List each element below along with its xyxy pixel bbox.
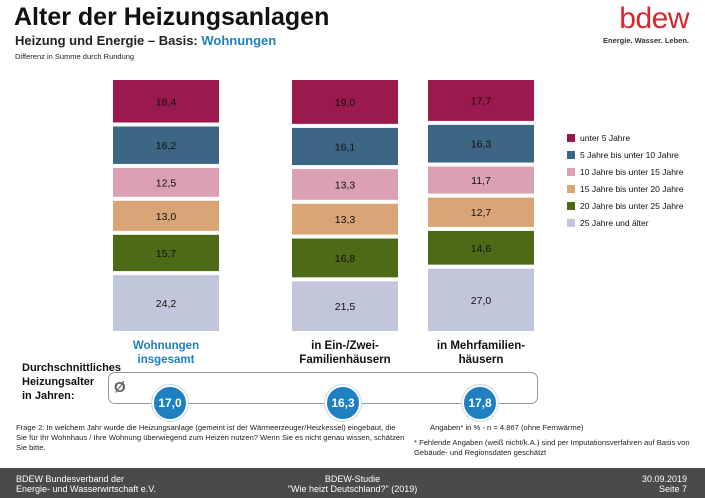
data-label: 27,0 xyxy=(471,295,492,307)
data-label: 19,0 xyxy=(335,97,356,109)
data-label: 15,7 xyxy=(156,248,177,260)
bar-segment xyxy=(292,281,398,331)
footer-org-line-2: Energie- und Wasserwirtschaft e.V. xyxy=(16,484,156,494)
bar-segment xyxy=(292,80,398,124)
category-label: in Ein-/Zwei- xyxy=(311,340,379,352)
bar-segment xyxy=(292,169,398,200)
data-label: 12,5 xyxy=(156,177,177,189)
footer-date-page: 30.09.2019 Seite 7 xyxy=(642,474,687,494)
average-value-badge: 17,8 xyxy=(462,385,498,421)
bar-segment xyxy=(428,124,534,163)
data-label: 21,5 xyxy=(335,301,356,313)
footer-study-line-1: BDEW-Studie xyxy=(324,474,381,484)
sample-basis: Angaben* in % - n = 4.867 (ohne Fernwärm… xyxy=(430,423,584,432)
footer-date: 30.09.2019 xyxy=(641,474,687,484)
footer-org-line-1: BDEW Bundesverband der xyxy=(16,474,125,484)
bar-segment xyxy=(292,127,398,166)
bar-segment xyxy=(113,275,219,331)
category-label: insgesamt xyxy=(138,354,195,366)
bar-segment xyxy=(113,200,219,231)
average-age-label: Durchschnittliches Heizungsalter in Jahr… xyxy=(22,361,121,403)
category-label: in Mehrfamilien- xyxy=(437,340,525,352)
footer-organization: BDEW Bundesverband der Energie- und Wass… xyxy=(16,474,156,494)
legend-label: 20 Jahre bis unter 25 Jahre xyxy=(580,200,684,211)
footer-page-number: Seite 7 xyxy=(658,484,687,494)
bar-segment xyxy=(113,234,219,272)
legend-swatch xyxy=(567,150,575,159)
data-label: 13,3 xyxy=(335,179,356,191)
legend-swatch xyxy=(567,218,575,227)
average-label-line-1: Durchschnittliches xyxy=(22,362,122,374)
legend-label: 5 Jahre bis unter 10 Jahre xyxy=(580,149,679,160)
average-symbol: Ø xyxy=(114,379,126,396)
data-label: 16,8 xyxy=(335,253,356,265)
data-label: 16,1 xyxy=(335,141,356,153)
chart-legend: unter 5 Jahre 5 Jahre bis unter 10 Jahre 1… xyxy=(567,129,683,231)
legend-item: unter 5 Jahre xyxy=(567,129,683,146)
bar-segment xyxy=(428,230,534,265)
subtitle-prefix: Heizung und Energie – Basis: xyxy=(15,33,202,48)
average-label-line-3: in Jahren: xyxy=(22,390,75,402)
legend-item: 10 Jahre bis unter 15 Jahre xyxy=(567,163,683,180)
footer-study-line-2: "Wie heizt Deutschland?" (2019) xyxy=(287,484,418,494)
data-label: 16,3 xyxy=(471,139,492,151)
bar-segment xyxy=(113,80,219,123)
rounding-note: Differenz in Summe durch Rundung xyxy=(15,52,135,61)
bar-segment xyxy=(292,238,398,278)
data-label: 24,2 xyxy=(156,298,177,310)
data-label: 12,7 xyxy=(471,207,492,219)
bar-segment xyxy=(428,197,534,227)
bar-segment xyxy=(428,166,534,194)
legend-label: unter 5 Jahre xyxy=(580,132,631,143)
survey-question: Frage 2: In welchem Jahr wurde die Heizu… xyxy=(16,423,405,452)
legend-item: 20 Jahre bis unter 25 Jahre xyxy=(567,197,683,214)
data-label: 18,4 xyxy=(156,96,177,108)
page-title: Alter der Heizungsanlagen xyxy=(14,3,330,31)
footer-study: BDEW-Studie "Wie heizt Deutschland?" (20… xyxy=(0,474,705,494)
data-label: 11,7 xyxy=(471,175,491,187)
legend-item: 5 Jahre bis unter 10 Jahre xyxy=(567,146,683,163)
data-label: 14,6 xyxy=(471,243,492,255)
legend-label: 10 Jahre bis unter 15 Jahre xyxy=(580,166,684,177)
legend-label: 15 Jahre bis unter 20 Jahre xyxy=(580,183,684,194)
legend-item: 25 Jahre und älter xyxy=(567,214,683,231)
logo-tagline: Energie. Wasser. Leben. xyxy=(602,36,689,45)
legend-swatch xyxy=(567,184,575,193)
legend-swatch xyxy=(567,201,575,210)
category-label: Familienhäusern xyxy=(299,354,390,366)
bdew-logo: bdew Energie. Wasser. Leben. xyxy=(602,2,690,45)
bar-segment xyxy=(428,268,534,331)
bar-segment xyxy=(113,167,219,197)
legend-swatch xyxy=(567,133,575,142)
bar-segment xyxy=(292,203,398,235)
page-footer: BDEW Bundesverband der Energie- und Wass… xyxy=(0,468,705,498)
data-label: 16,2 xyxy=(156,140,177,152)
category-label: häusern xyxy=(459,354,504,366)
page-subtitle: Heizung und Energie – Basis: Wohnungen xyxy=(15,33,276,48)
subtitle-highlight: Wohnungen xyxy=(201,33,277,48)
logo-word: bdew xyxy=(619,2,689,35)
average-value-badge: 17,0 xyxy=(152,385,188,421)
legend-item: 15 Jahre bis unter 20 Jahre xyxy=(567,180,683,197)
imputation-footnote: * Fehlende Angaben (weiß nicht/k.A.) sin… xyxy=(414,438,690,457)
average-label-line-2: Heizungsalter xyxy=(22,376,95,388)
average-value-badge: 16,3 xyxy=(325,385,361,421)
category-label: Wohnungen xyxy=(133,340,199,352)
legend-swatch xyxy=(567,167,575,176)
average-bracket xyxy=(108,372,538,404)
data-label: 13,0 xyxy=(156,211,177,223)
bar-segment xyxy=(428,80,534,121)
data-label: 17,7 xyxy=(471,95,492,107)
data-label: 13,3 xyxy=(335,214,356,226)
legend-label: 25 Jahre und älter xyxy=(580,217,649,228)
bar-segment xyxy=(113,126,219,164)
